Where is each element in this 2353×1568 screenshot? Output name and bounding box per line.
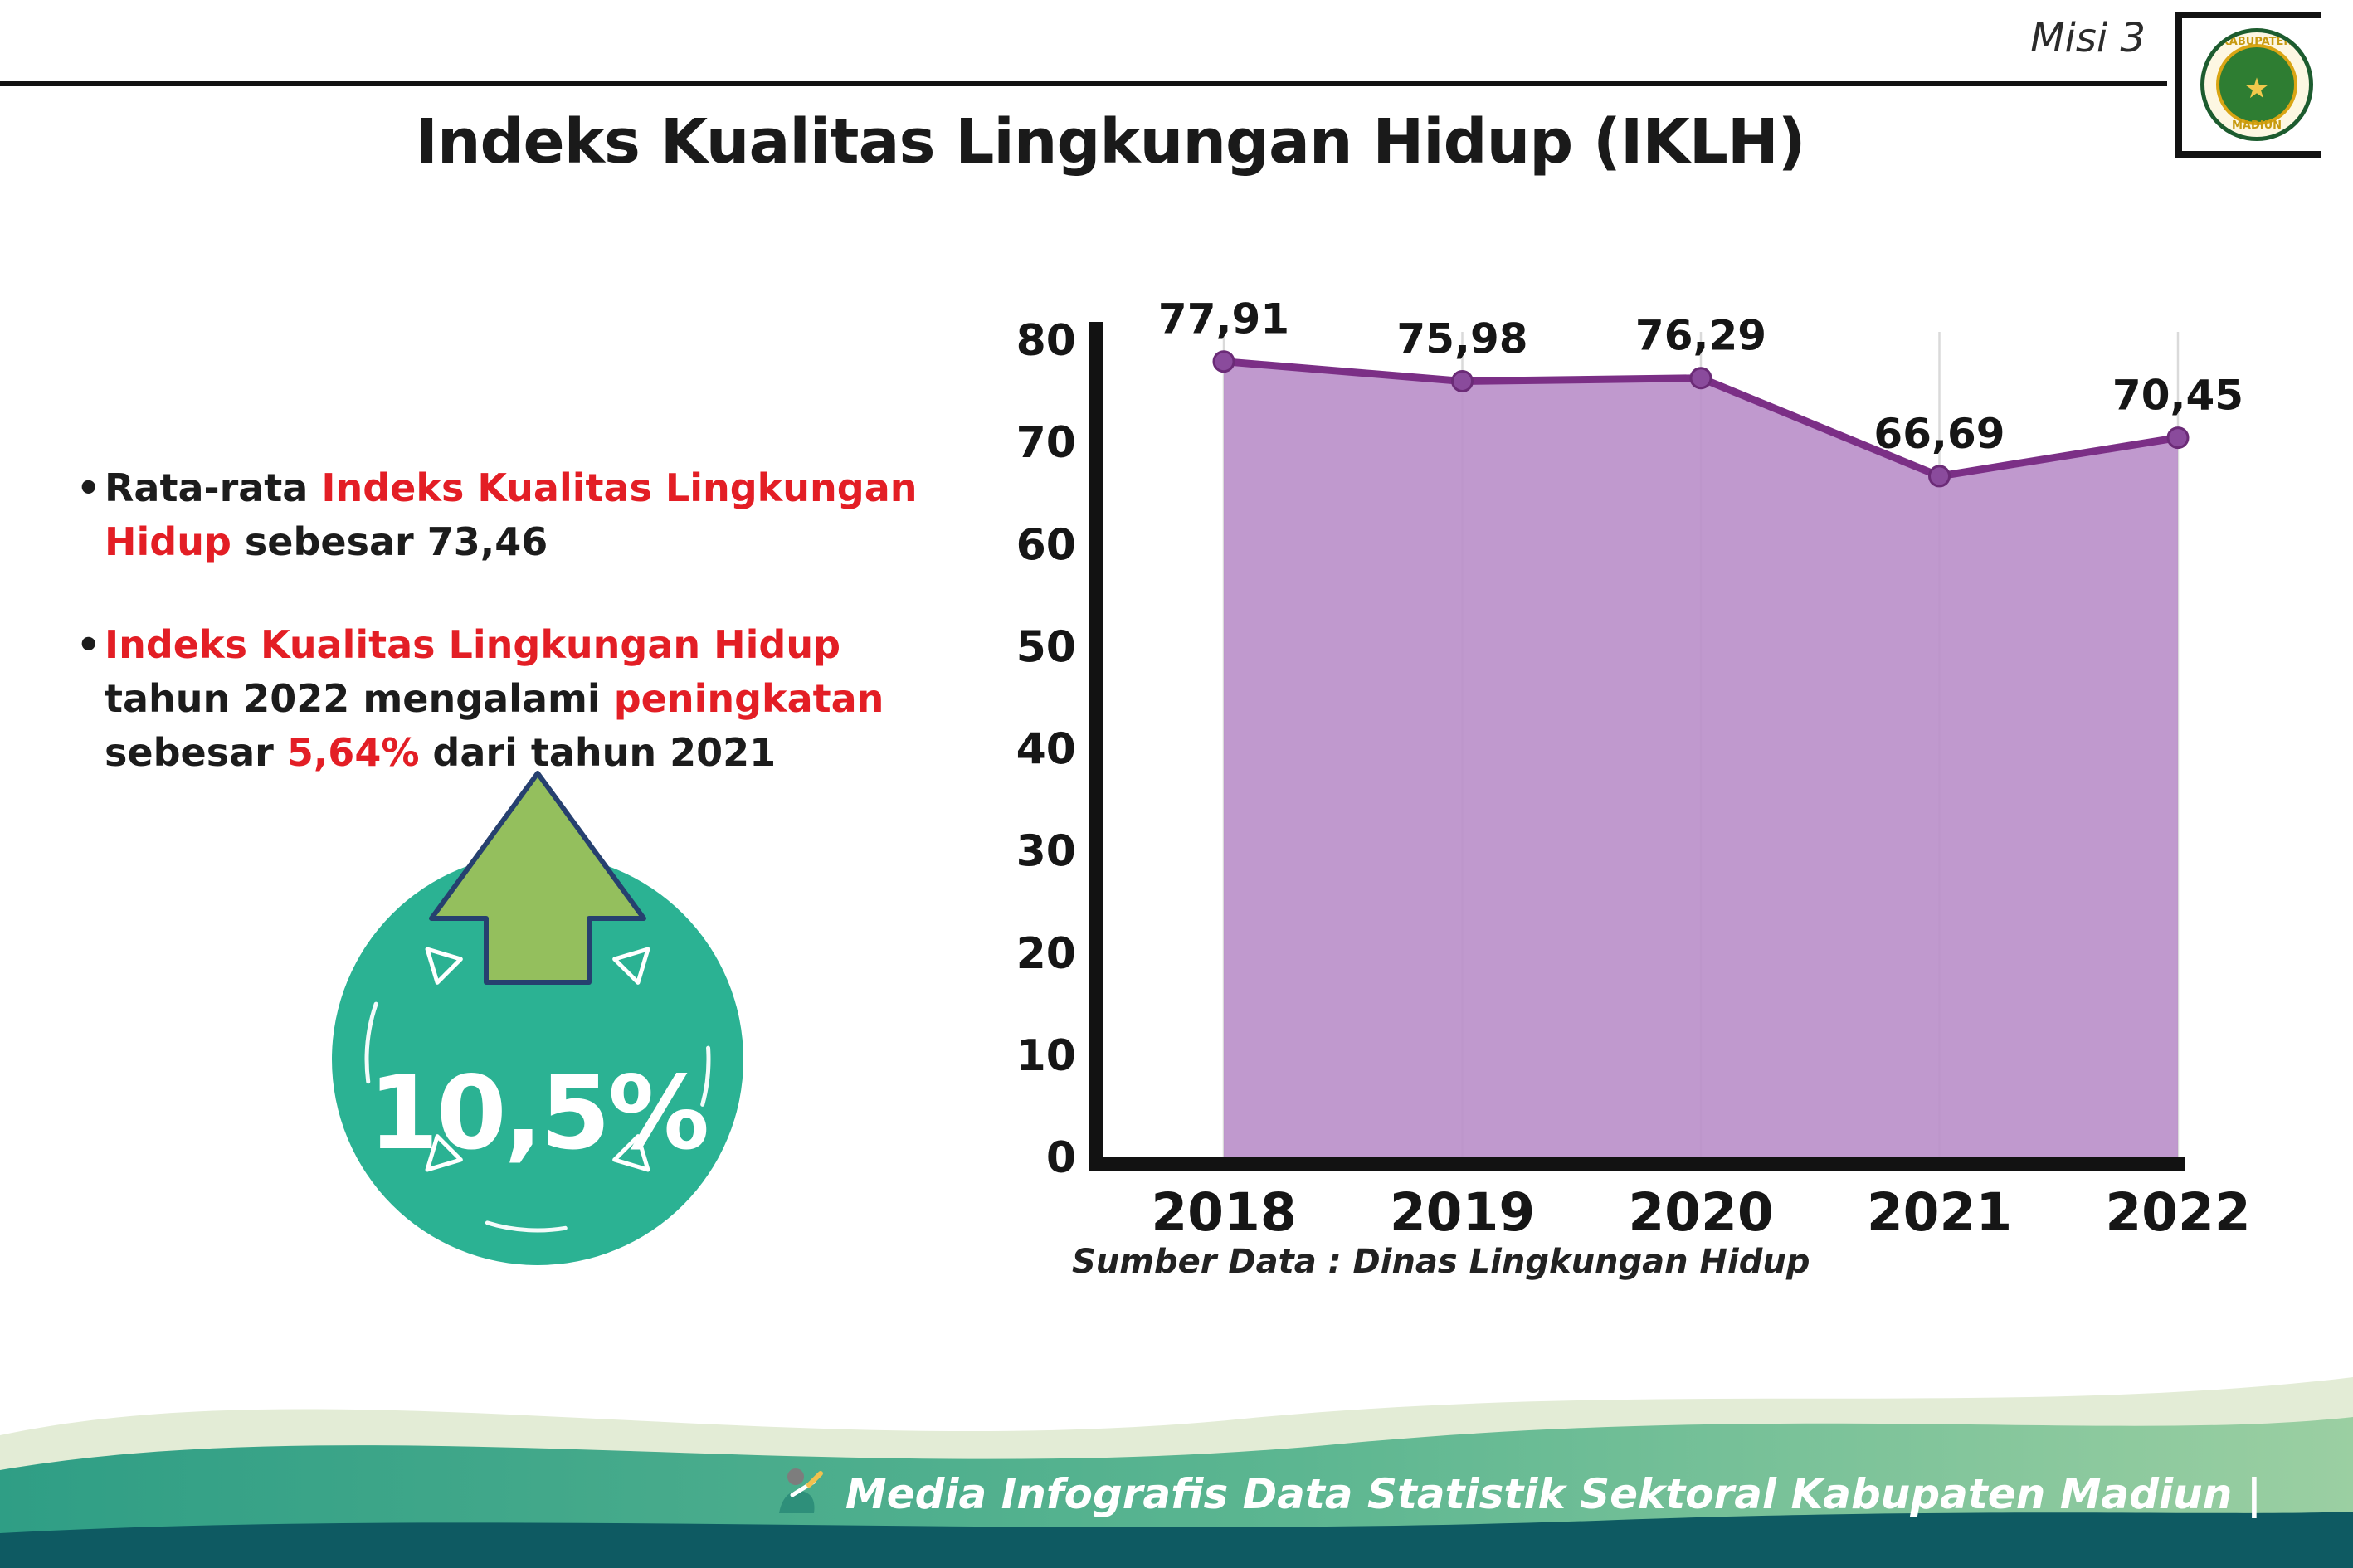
logo-bottom-text: MADIUN (2231, 119, 2282, 132)
data-label: 76,29 (1635, 312, 1766, 360)
data-point (1451, 370, 1474, 392)
x-tick-label: 2018 (1151, 1182, 1296, 1243)
data-label: 75,98 (1396, 315, 1527, 363)
logo-star-icon: ★ (2243, 72, 2270, 105)
data-point (1212, 350, 1235, 373)
summary-bullets: • Rata-rata Indeks Kualitas Lingkungan Hi… (76, 461, 972, 829)
data-point (1689, 367, 1712, 390)
header-divider (0, 81, 2167, 86)
x-tick-label: 2021 (1867, 1182, 2012, 1243)
source-note: Sumber Data : Dinas Lingkungan Hidup (1072, 1243, 1810, 1281)
bullet-text: Indeks Kualitas Lingkungan Hidup tahun 2… (105, 621, 884, 776)
increase-badge-graphic (332, 771, 743, 1265)
data-label: 66,69 (1873, 410, 2005, 458)
data-label: 70,45 (2112, 372, 2243, 420)
footer-wave-graphic (0, 1377, 2353, 1568)
logo-shield (2216, 44, 2297, 125)
footer-credit-row: Media Infografis Data Statistik Sektoral… (767, 1463, 2262, 1525)
y-tick-label: 40 (1016, 725, 1076, 775)
wave-dark (0, 1512, 2353, 1568)
x-tick-label: 2019 (1390, 1182, 1535, 1243)
data-point (1928, 465, 1951, 488)
y-tick-label: 10 (1016, 1031, 1076, 1081)
x-tick-label: 2022 (2105, 1182, 2250, 1243)
logo-top-text: KABUPATEN (2220, 36, 2293, 48)
footer-credit-text: Media Infografis Data Statistik Sektoral… (845, 1470, 2262, 1518)
y-tick-label: 70 (1016, 418, 1076, 468)
y-axis (1089, 322, 1103, 1171)
y-tick-label: 80 (1016, 316, 1076, 366)
kabupaten-madiun-logo: KABUPATEN ★ MADIUN (2200, 28, 2313, 141)
increase-value: 10,5% (368, 1054, 709, 1172)
misi-label: Misi 3 (2030, 15, 2146, 61)
iklh-area-chart: 0 10 20 30 40 50 60 70 80 77,91 75,98 76,29 66,69 70,… (1016, 295, 2251, 1243)
bullet-text: Rata-rata Indeks Kualitas Lingkungan Hid… (105, 465, 918, 565)
page-title: Indeks Kualitas Lingkungan Hidup (IKLH) (415, 106, 1805, 178)
y-tick-label: 30 (1016, 827, 1076, 877)
logo-frame: KABUPATEN ★ MADIUN (2175, 12, 2321, 158)
y-tick-label: 60 (1016, 520, 1076, 570)
x-tick-label: 2020 (1628, 1182, 1773, 1243)
bullet-dot: • (76, 465, 101, 510)
increase-badge: 10,5% (322, 765, 753, 1283)
badge-tick-triangles (425, 947, 650, 1172)
badge-circle (332, 854, 743, 1265)
data-label: 77,91 (1158, 295, 1289, 343)
y-tick-label: 0 (1046, 1133, 1076, 1183)
bullet-dot: • (76, 621, 101, 667)
y-tick-label: 50 (1016, 622, 1076, 672)
footer-wave: Media Infografis Data Statistik Sektoral… (0, 1294, 2353, 1568)
x-axis (1089, 1157, 2185, 1171)
up-arrow-icon (429, 771, 646, 985)
area-fill (1224, 361, 2178, 1157)
bullet-item: • Rata-rata Indeks Kualitas Lingkungan Hi… (76, 461, 972, 570)
data-point (2166, 426, 2190, 450)
bullet-item: • Indeks Kualitas Lingkungan Hidup tahun … (76, 618, 972, 781)
writer-icon (778, 1468, 823, 1513)
y-tick-label: 20 (1016, 929, 1076, 979)
